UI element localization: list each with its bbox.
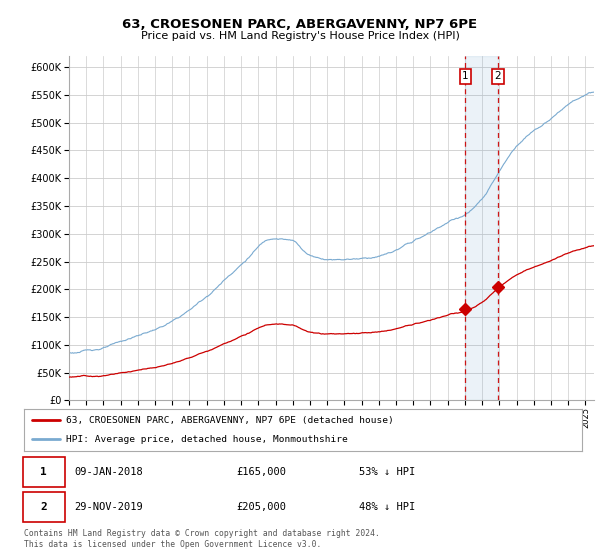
Text: 63, CROESONEN PARC, ABERGAVENNY, NP7 6PE (detached house): 63, CROESONEN PARC, ABERGAVENNY, NP7 6PE…: [66, 416, 394, 424]
Text: 09-JAN-2018: 09-JAN-2018: [74, 467, 143, 477]
Text: 63, CROESONEN PARC, ABERGAVENNY, NP7 6PE: 63, CROESONEN PARC, ABERGAVENNY, NP7 6PE: [122, 18, 478, 31]
Text: £165,000: £165,000: [236, 467, 286, 477]
Text: 48% ↓ HPI: 48% ↓ HPI: [359, 502, 415, 512]
Text: 1: 1: [462, 72, 469, 82]
Text: 1: 1: [40, 467, 47, 477]
Text: 29-NOV-2019: 29-NOV-2019: [74, 502, 143, 512]
Text: £205,000: £205,000: [236, 502, 286, 512]
Text: HPI: Average price, detached house, Monmouthshire: HPI: Average price, detached house, Monm…: [66, 435, 347, 444]
Text: 2: 2: [494, 72, 501, 82]
Text: Contains HM Land Registry data © Crown copyright and database right 2024.
This d: Contains HM Land Registry data © Crown c…: [24, 529, 380, 549]
Text: Price paid vs. HM Land Registry's House Price Index (HPI): Price paid vs. HM Land Registry's House …: [140, 31, 460, 41]
Text: 2: 2: [40, 502, 47, 512]
Text: 53% ↓ HPI: 53% ↓ HPI: [359, 467, 415, 477]
FancyBboxPatch shape: [23, 457, 65, 487]
Bar: [466, 56, 498, 400]
FancyBboxPatch shape: [23, 492, 65, 521]
